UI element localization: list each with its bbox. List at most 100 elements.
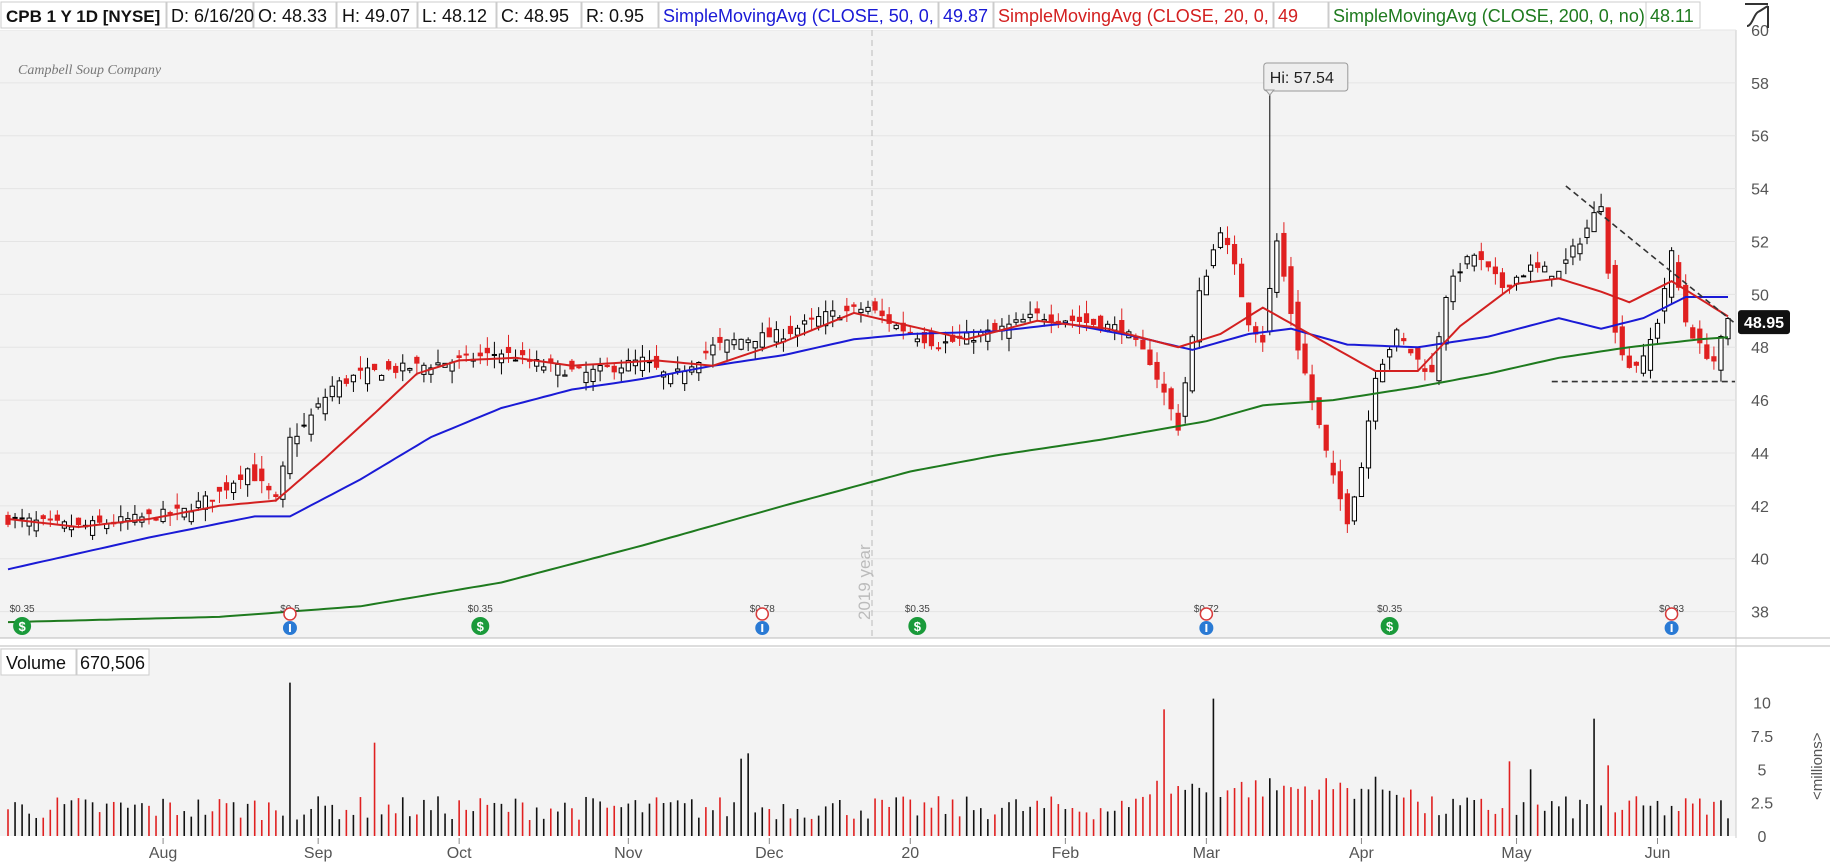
candle-body bbox=[301, 424, 307, 427]
price-tick-label: 42 bbox=[1751, 499, 1769, 516]
candle-body bbox=[1351, 496, 1358, 522]
year-marker: 2019 year bbox=[855, 544, 874, 620]
candle-body bbox=[1528, 264, 1534, 272]
x-tick-label: Mar bbox=[1193, 845, 1221, 862]
candle-body bbox=[421, 364, 427, 375]
price-tick-label: 38 bbox=[1751, 605, 1769, 622]
candle-body bbox=[456, 355, 462, 359]
candle-body bbox=[1485, 261, 1491, 268]
candle-body bbox=[1422, 368, 1428, 372]
candle-body bbox=[1668, 250, 1675, 298]
candle-body bbox=[1238, 263, 1245, 298]
volume-tick-label: 0 bbox=[1758, 829, 1767, 846]
candle-body bbox=[555, 363, 561, 376]
candle-body bbox=[1499, 272, 1506, 288]
candle-body bbox=[830, 310, 836, 317]
candle-body bbox=[350, 374, 357, 383]
candle-body bbox=[1570, 245, 1576, 258]
x-tick-label: May bbox=[1501, 845, 1531, 862]
candle-body bbox=[1598, 206, 1604, 212]
candle-body bbox=[668, 373, 674, 385]
candle-body bbox=[865, 306, 871, 312]
candle-body bbox=[89, 520, 96, 536]
candle-body bbox=[886, 314, 892, 324]
dividend-icon bbox=[471, 617, 490, 635]
candle-body bbox=[731, 339, 737, 346]
candle-body bbox=[1147, 349, 1153, 366]
resistance-trendline bbox=[1565, 185, 1736, 325]
last-price-badge: 48.95 bbox=[1738, 310, 1790, 335]
candle-body bbox=[1083, 313, 1090, 324]
candle-body bbox=[773, 329, 779, 343]
candle-body bbox=[534, 359, 540, 367]
candle-body bbox=[223, 482, 230, 491]
candle-body bbox=[343, 378, 349, 384]
candle-body bbox=[1542, 265, 1548, 273]
dividend-symbol: $ bbox=[18, 619, 26, 634]
candle-body bbox=[801, 320, 808, 325]
candle-body bbox=[1365, 420, 1372, 469]
hi-callout: Hi: 57.54 bbox=[1263, 62, 1349, 96]
candle-body bbox=[491, 353, 498, 356]
dividend-symbol: $ bbox=[477, 619, 485, 634]
candle-body bbox=[315, 403, 321, 408]
header-range: R: 0.95 bbox=[586, 6, 644, 26]
candle-body bbox=[1457, 271, 1463, 274]
candle-body bbox=[900, 322, 906, 332]
candle-body bbox=[378, 374, 385, 381]
volume-axis: 0 2.5 5 7.5 10 bbox=[1751, 696, 1773, 846]
candle-body bbox=[1415, 347, 1421, 360]
candle-body bbox=[1379, 363, 1386, 383]
candle-body bbox=[1506, 284, 1513, 288]
volume-panel bbox=[0, 648, 1736, 836]
price-tick-label: 52 bbox=[1751, 234, 1769, 251]
candle-body bbox=[238, 474, 244, 480]
candle-body bbox=[1556, 270, 1562, 279]
candle-body bbox=[1034, 308, 1040, 314]
candle-body bbox=[47, 518, 53, 521]
candle-body bbox=[1436, 336, 1442, 382]
price-tick-label: 48 bbox=[1751, 340, 1769, 357]
candle-body bbox=[273, 494, 279, 497]
candle-body bbox=[1006, 323, 1012, 339]
candle-body bbox=[787, 325, 794, 335]
earnings-icon bbox=[1199, 607, 1214, 621]
header-bar: CPB 1 Y 1D [NYSE] D: 6/16/20 O: 48.33 H:… bbox=[0, 1, 1701, 29]
candle-body bbox=[1520, 275, 1527, 278]
candle-body bbox=[1048, 314, 1054, 323]
sma20-label: SimpleMovingAvg (CLOSE, 20, 0, no) bbox=[998, 6, 1300, 26]
dividend-symbol: $ bbox=[914, 619, 922, 634]
candle-body bbox=[1217, 232, 1224, 248]
candle-body bbox=[1640, 355, 1647, 374]
candle-body bbox=[216, 486, 223, 492]
candle-body bbox=[710, 344, 716, 356]
candle-body bbox=[1069, 315, 1076, 322]
price-tick-label: 56 bbox=[1751, 129, 1769, 146]
candle-body bbox=[1626, 355, 1632, 368]
candle-body bbox=[604, 364, 610, 368]
x-tick-label: Oct bbox=[447, 845, 472, 862]
candle-body bbox=[1302, 343, 1308, 374]
candle-body bbox=[1619, 326, 1625, 356]
candle-body bbox=[1478, 251, 1484, 261]
header-low: L: 48.12 bbox=[422, 6, 487, 26]
candle-body bbox=[1316, 397, 1322, 425]
candle-body bbox=[808, 317, 815, 320]
candle-body bbox=[1690, 327, 1696, 339]
candle-body bbox=[393, 365, 399, 373]
candle-body bbox=[1654, 322, 1661, 339]
candle-body bbox=[477, 352, 483, 357]
candle-body bbox=[823, 311, 829, 327]
candle-body bbox=[1246, 302, 1252, 326]
candle-body bbox=[541, 366, 547, 371]
candle-body bbox=[33, 519, 39, 532]
candle-body bbox=[583, 371, 589, 384]
candle-body bbox=[252, 464, 258, 482]
candle-body bbox=[294, 435, 300, 445]
chart-style-icon[interactable] bbox=[1745, 3, 1769, 28]
candle-body bbox=[195, 500, 201, 509]
sma200-label: SimpleMovingAvg (CLOSE, 200, 0, no) bbox=[1333, 6, 1645, 26]
earnings-icon bbox=[755, 607, 770, 621]
candle-body bbox=[971, 340, 977, 343]
candle-body bbox=[146, 509, 152, 515]
